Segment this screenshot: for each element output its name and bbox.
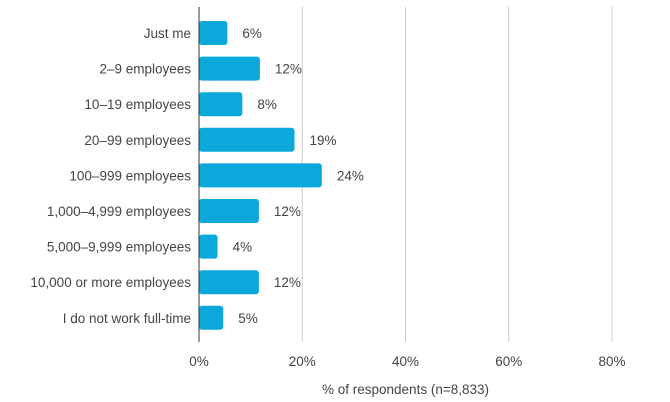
- category-label-8: I do not work full-time: [63, 311, 191, 326]
- x-tick-label-40: 40%: [392, 354, 419, 369]
- bar-8: [199, 305, 224, 330]
- bar-4: [199, 163, 322, 188]
- value-label-4: 24%: [337, 168, 364, 183]
- category-labels: Just me 2–9 employees 10–19 employees 20–99…: [30, 26, 191, 326]
- x-tick-label-60: 60%: [495, 354, 522, 369]
- value-label-1: 12%: [275, 62, 302, 77]
- category-label-1: 2–9 employees: [99, 62, 191, 77]
- category-label-2: 10–19 employees: [84, 97, 191, 112]
- value-label-8: 5%: [238, 311, 258, 326]
- x-tick-label-20: 20%: [289, 354, 316, 369]
- value-label-7: 12%: [274, 275, 301, 290]
- category-label-5: 1,000–4,999 employees: [47, 204, 191, 219]
- x-tick-labels: 0% 20% 40% 60% 80%: [189, 354, 625, 369]
- value-label-3: 19%: [310, 133, 337, 148]
- value-label-2: 8%: [257, 97, 277, 112]
- value-label-6: 4%: [233, 240, 253, 255]
- category-label-7: 10,000 or more employees: [30, 275, 191, 290]
- bars: [199, 21, 322, 330]
- category-label-3: 20–99 employees: [84, 133, 191, 148]
- bar-7: [199, 270, 259, 295]
- category-label-6: 5,000–9,999 employees: [47, 240, 191, 255]
- value-label-5: 12%: [274, 204, 301, 219]
- bar-2: [199, 92, 243, 117]
- x-tick-label-0: 0%: [189, 354, 209, 369]
- category-label-0: Just me: [144, 26, 191, 41]
- bar-0: [199, 21, 228, 45]
- value-labels: 6% 12% 8% 19% 24% 12% 4% 12% 5%: [233, 26, 364, 326]
- value-label-0: 6%: [242, 26, 262, 41]
- bar-5: [199, 199, 259, 223]
- bar-3: [199, 127, 295, 152]
- x-axis-title: % of respondents (n=8,833): [322, 382, 489, 397]
- bar-1: [199, 56, 260, 81]
- category-label-4: 100–999 employees: [69, 168, 191, 183]
- x-tick-label-80: 80%: [598, 354, 625, 369]
- bar-6: [199, 234, 218, 259]
